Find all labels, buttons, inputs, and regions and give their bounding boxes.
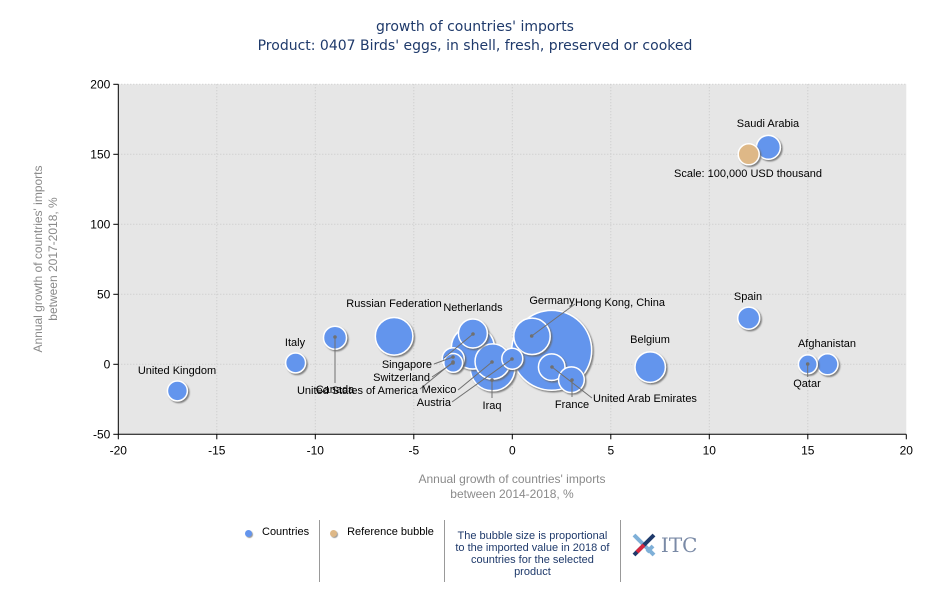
leader-line [433,356,454,365]
chart-title-line1: growth of countries' imports [376,19,574,35]
reference-bubble-scale-100-000-usd-thousand[interactable] [737,143,760,166]
chart-subtitle: Product: 0407 Birds' eggs, in shell, fre… [257,38,693,54]
x-axis-title-line2: between 2014-2018, % [450,487,574,501]
y-tick-label: 50 [97,287,111,301]
bubble-label-spain: Spain [734,291,762,303]
x-tick-label: 0 [509,443,516,457]
leader-dot [490,378,494,382]
leader-line [457,361,493,391]
legend-item-countries[interactable]: Countries [235,520,321,582]
bubble-italy[interactable] [284,352,307,374]
reference-dot-icon [330,530,338,537]
bubble-label-italy: Italy [285,337,306,349]
x-tick-label: -20 [110,443,128,457]
bubble-spain[interactable] [736,306,761,330]
legend-item-reference[interactable]: Reference bubble [320,520,445,582]
bubble-labels: Hong Kong, China Iraq United States of Ame… [138,118,856,412]
leader-line [531,303,576,337]
bubble-label-iraq: Iraq [483,400,502,412]
x-tick-label: -5 [408,443,419,457]
x-tick-label: -15 [208,443,226,457]
itc-logo-text: ITC [660,533,698,557]
leader-lines [333,303,810,403]
bubbles [166,134,839,402]
leader-dot [451,361,455,365]
bubble-label-belgium: Belgium [630,334,670,346]
x-tick-label: 15 [801,443,815,457]
y-tick-label: -50 [93,427,111,441]
bubble-label-mexico: Mexico [422,384,457,396]
leader-dot [550,365,554,369]
leader-dot [490,360,494,364]
bubble-label-canada: Canada [316,384,355,396]
leader-line [443,333,474,359]
bubble-label-russian-federation: Russian Federation [346,298,441,310]
legend-reference-label: Reference bubble [347,526,434,538]
leader-dot [333,335,337,339]
x-tick-label: 5 [607,443,614,457]
bubble-afghanistan[interactable] [816,353,839,376]
bubble-label-saudi-arabia: Saudi Arabia [737,118,800,130]
bubble-label-united-arab-emirates: United Arab Emirates [593,393,697,405]
bubble-label-united-states-of-america: United States of America [297,385,419,397]
bubble-belgium[interactable] [634,351,667,384]
bubble-label-switzerland: Switzerland [373,372,430,384]
bubble-label-scale-100-000-usd-thousand: Scale: 100,000 USD thousand [674,168,822,180]
bubble-saudi-arabia[interactable] [755,134,782,161]
y-tick-label: 150 [90,147,110,161]
y-tick-label: 100 [90,217,110,231]
leader-dot [471,332,475,336]
leader-line [451,358,513,403]
bubble-russian-federation[interactable] [374,316,414,356]
legend-note-cell: The bubble size is proportional to the i… [445,520,621,582]
y-axis-title-line1: Annual growth of countries' imports [31,165,45,352]
leader-dot [510,357,514,361]
leader-line [431,362,454,378]
bubble-label-qatar: Qatar [793,378,821,390]
bubble-label-singapore: Singapore [382,359,432,371]
bubble-label-germany: Germany [529,295,575,307]
legend-countries-label: Countries [262,526,310,538]
leader-dot [805,362,810,366]
x-tick-label: 20 [900,443,914,457]
bubble-label-netherlands: Netherlands [443,302,503,314]
itc-logo: ITC [621,520,708,582]
countries-dot-icon [245,530,252,537]
leader-dot [451,355,455,359]
chart-title: growth of countries' imports Product: 04… [0,18,950,56]
bubble-label-austria: Austria [417,397,452,409]
legend-note: The bubble size is proportional to the i… [455,530,610,578]
bubble-label-united-kingdom: United Kingdom [138,365,216,377]
leader-dot [529,334,534,338]
x-axis-title-line1: Annual growth of countries' imports [418,472,605,486]
itc-logo-icon [632,533,656,557]
y-axis-title-line2: between 2017-2018, % [46,197,60,321]
bubble-label-afghanistan: Afghanistan [798,338,856,350]
legend: Countries Reference bubble The bubble si… [235,520,707,582]
y-tick-label: 0 [104,357,111,371]
bubble-united-kingdom[interactable] [166,380,189,402]
bubble-label-france: France [555,399,589,411]
x-tick-label: 10 [703,443,717,457]
bubble-label-hong-kong-china: Hong Kong, China [575,297,666,309]
x-tick-label: -10 [307,443,325,457]
leader-dot [570,378,574,382]
y-tick-label: 200 [90,77,110,91]
